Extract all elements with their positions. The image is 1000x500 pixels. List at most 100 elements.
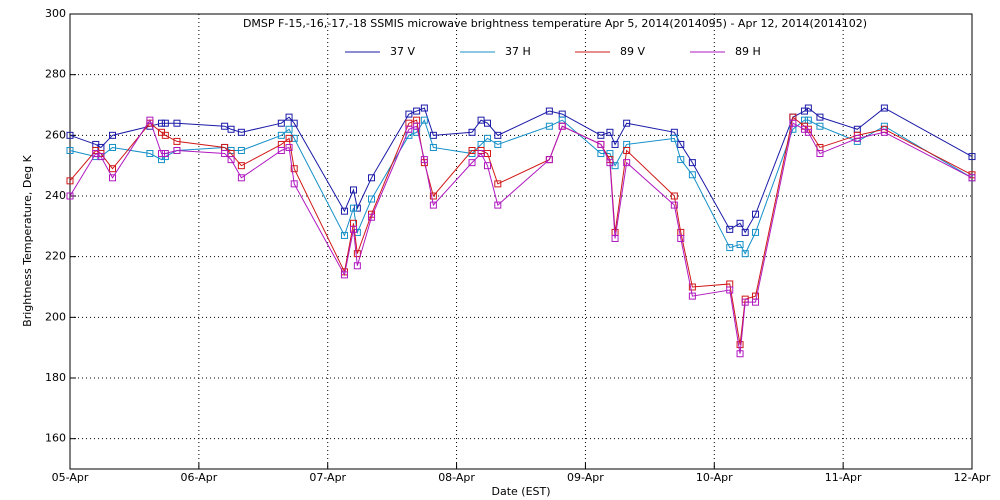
data-point bbox=[752, 298, 760, 306]
data-point bbox=[468, 159, 476, 167]
data-point bbox=[968, 174, 976, 182]
data-point bbox=[227, 156, 235, 164]
data-point bbox=[290, 119, 298, 127]
data-point bbox=[66, 147, 74, 154]
y-tick-label: 280 bbox=[45, 68, 66, 81]
series-line bbox=[69, 107, 973, 234]
data-point bbox=[736, 219, 744, 227]
y-tick-label: 300 bbox=[45, 7, 66, 20]
y-tick-label: 240 bbox=[45, 189, 66, 202]
data-point bbox=[97, 153, 105, 161]
x-tick-label: 10-Apr bbox=[696, 471, 733, 484]
data-point bbox=[545, 156, 553, 164]
data-point bbox=[789, 119, 797, 127]
data-point bbox=[413, 107, 421, 115]
data-point bbox=[157, 119, 165, 127]
data-point bbox=[611, 234, 619, 242]
data-point bbox=[494, 131, 502, 139]
data-point bbox=[413, 122, 421, 130]
data-point bbox=[494, 201, 502, 209]
data-point bbox=[429, 131, 437, 139]
data-point bbox=[853, 134, 861, 142]
legend-label: 37 V bbox=[390, 45, 415, 58]
data-point bbox=[880, 104, 888, 112]
data-point bbox=[146, 116, 154, 124]
data-point bbox=[606, 159, 614, 167]
data-point bbox=[173, 137, 181, 145]
data-point bbox=[688, 171, 696, 179]
data-point bbox=[670, 134, 678, 142]
legend-label: 89 V bbox=[620, 45, 645, 58]
data-point bbox=[606, 128, 614, 136]
data-point bbox=[597, 140, 605, 148]
data-point bbox=[277, 119, 285, 127]
data-point bbox=[368, 174, 376, 182]
data-point bbox=[109, 131, 117, 139]
data-point bbox=[688, 283, 696, 291]
y-tick-label: 160 bbox=[45, 432, 66, 445]
data-point bbox=[597, 150, 605, 158]
data-point bbox=[420, 104, 428, 112]
data-point bbox=[221, 150, 229, 158]
data-point bbox=[340, 271, 348, 279]
data-point bbox=[483, 134, 491, 142]
data-point bbox=[237, 147, 245, 154]
data-point bbox=[290, 165, 298, 173]
data-point bbox=[429, 201, 437, 209]
legend-label: 89 H bbox=[735, 45, 761, 58]
data-point bbox=[237, 128, 245, 136]
data-point bbox=[688, 159, 696, 167]
y-tick-label: 200 bbox=[45, 310, 66, 323]
data-point bbox=[597, 131, 605, 139]
data-point bbox=[483, 162, 491, 170]
data-point bbox=[494, 140, 502, 148]
x-tick-label: 12-Apr bbox=[954, 471, 991, 484]
data-point bbox=[340, 207, 348, 215]
series-line bbox=[69, 119, 973, 354]
data-point bbox=[66, 192, 74, 200]
data-point bbox=[752, 210, 760, 218]
data-point bbox=[146, 150, 154, 158]
x-tick-label: 07-Apr bbox=[309, 471, 346, 484]
data-point bbox=[558, 122, 566, 130]
data-point bbox=[483, 119, 491, 127]
data-point bbox=[349, 225, 357, 233]
data-point bbox=[752, 228, 760, 236]
data-point bbox=[237, 162, 245, 170]
data-point bbox=[227, 125, 235, 133]
data-point bbox=[736, 341, 744, 349]
data-point bbox=[420, 116, 428, 124]
data-point bbox=[285, 125, 293, 133]
series-line bbox=[69, 116, 973, 345]
data-point bbox=[420, 156, 428, 164]
data-point bbox=[285, 134, 293, 142]
data-point bbox=[368, 195, 376, 203]
data-point bbox=[429, 192, 437, 200]
data-point bbox=[611, 140, 619, 148]
data-point bbox=[545, 122, 553, 130]
data-point bbox=[736, 350, 744, 358]
data-point bbox=[623, 159, 631, 167]
data-point bbox=[161, 131, 169, 139]
data-point bbox=[340, 231, 348, 239]
data-point bbox=[477, 150, 485, 158]
data-point bbox=[670, 201, 678, 209]
data-point bbox=[66, 131, 74, 139]
x-axis-label: Date (EST) bbox=[491, 485, 550, 498]
data-point bbox=[677, 156, 685, 164]
data-point bbox=[677, 140, 685, 148]
data-point bbox=[741, 228, 749, 236]
data-point bbox=[290, 134, 298, 142]
x-tick-label: 08-Apr bbox=[438, 471, 475, 484]
data-point bbox=[109, 165, 117, 173]
data-point bbox=[157, 150, 165, 158]
data-point bbox=[968, 153, 976, 161]
data-point bbox=[109, 174, 117, 182]
data-point bbox=[405, 110, 413, 118]
y-tick-label: 180 bbox=[45, 371, 66, 384]
data-point bbox=[353, 250, 361, 258]
data-point bbox=[804, 104, 812, 112]
x-tick-label: 06-Apr bbox=[180, 471, 217, 484]
data-point bbox=[726, 286, 734, 294]
